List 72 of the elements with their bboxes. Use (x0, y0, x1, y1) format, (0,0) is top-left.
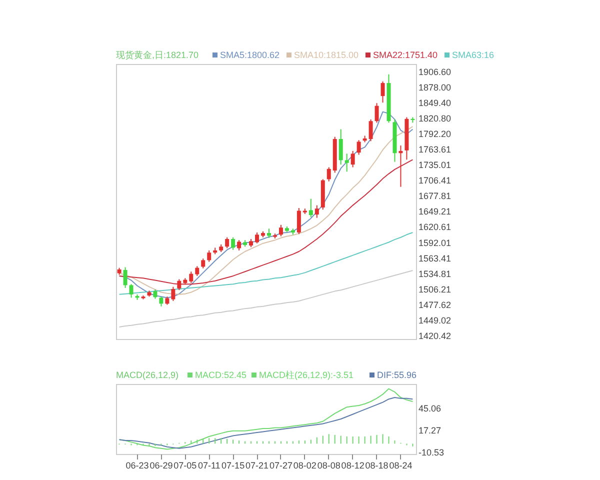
x-tick-label: 06-23 (126, 460, 149, 470)
x-tick-label: 08-12 (341, 460, 364, 470)
y-tick-label: 1620.61 (418, 222, 452, 232)
candlestick (266, 228, 271, 238)
y-tick-label: 1563.41 (418, 253, 452, 264)
legend-label: SMA10:1815.00 (294, 50, 359, 60)
legend-label: MACD:52.45 (195, 370, 247, 380)
candlestick (296, 208, 301, 235)
candlestick (326, 166, 331, 182)
x-tick-label: 07-05 (174, 460, 197, 470)
y-tick-label: 17.27 (418, 425, 442, 436)
x-tick-label: 07-27 (269, 460, 292, 470)
x-tick-label: 07-21 (246, 460, 269, 470)
candlestick (129, 284, 134, 298)
y-tick-label: 1534.81 (418, 268, 452, 279)
candlestick (159, 296, 164, 307)
candlestick (368, 118, 373, 142)
y-tick-label: 1706.41 (418, 176, 452, 186)
legend-label: SMA63:16 (452, 50, 494, 60)
x-tick-label: 08-08 (317, 460, 340, 470)
x-tick-label: 07-11 (198, 460, 220, 470)
candlestick (344, 153, 349, 172)
y-tick-label: 1506.21 (418, 284, 452, 294)
text: MACD(26,12,9) (116, 370, 179, 380)
y-tick-label: 1592.01 (418, 238, 452, 248)
candlestick (308, 198, 313, 218)
candlestick (350, 150, 355, 168)
candlestick (195, 266, 200, 276)
y-tick-label: 1849.40 (418, 98, 452, 108)
candlestick (398, 145, 403, 188)
y-tick-label: 1792.20 (418, 128, 452, 139)
y-tick-label: 1449.02 (418, 315, 452, 326)
candlestick (171, 286, 176, 302)
candlestick (201, 258, 206, 269)
candlestick (225, 236, 230, 249)
y-tick-label: 1878.00 (418, 82, 452, 92)
candlestick (255, 232, 260, 244)
x-tick-label: 08-02 (293, 460, 316, 470)
candlestick (153, 289, 158, 300)
candlestick (237, 240, 242, 251)
x-tick-label: 08-24 (389, 460, 412, 470)
candlestick (177, 278, 182, 291)
y-tick-label: 1420.42 (418, 331, 452, 342)
candlestick (338, 128, 343, 166)
legend-label: SMA22:1751.40 (373, 50, 438, 60)
x-tick-label: 07-15 (222, 460, 245, 470)
candlestick (231, 236, 236, 250)
candlestick (380, 80, 385, 104)
candlestick (207, 250, 212, 262)
candlestick (278, 224, 283, 237)
candlestick (356, 140, 361, 156)
text: 现货黄金,日:1821.70 (116, 50, 199, 60)
legend-label: DIF:55.96 (377, 370, 417, 380)
x-tick-label: 08-18 (365, 460, 388, 470)
candlestick (314, 204, 319, 218)
candlestick (189, 271, 194, 284)
y-tick-label: 1649.21 (418, 206, 452, 217)
candlestick (374, 102, 379, 124)
y-tick-label: 1820.80 (418, 113, 452, 124)
legend-label: MACD柱(26,12,9):-3.51 (259, 370, 354, 380)
y-tick-label: 1677.81 (418, 191, 452, 202)
line-series (118, 397, 414, 449)
candlestick (123, 266, 128, 288)
line-series (118, 270, 414, 328)
y-tick-label: 1906.60 (418, 66, 452, 77)
y-tick-label: 1735.01 (418, 160, 452, 170)
legend-label: SMA5:1800.62 (220, 50, 280, 60)
x-tick-label: 06-29 (150, 460, 173, 470)
y-tick-label: 1477.62 (418, 300, 452, 310)
y-tick-label: 1763.61 (418, 144, 452, 154)
y-tick-label: 45.06 (418, 403, 442, 414)
y-tick-label: -10.53 (418, 448, 444, 458)
